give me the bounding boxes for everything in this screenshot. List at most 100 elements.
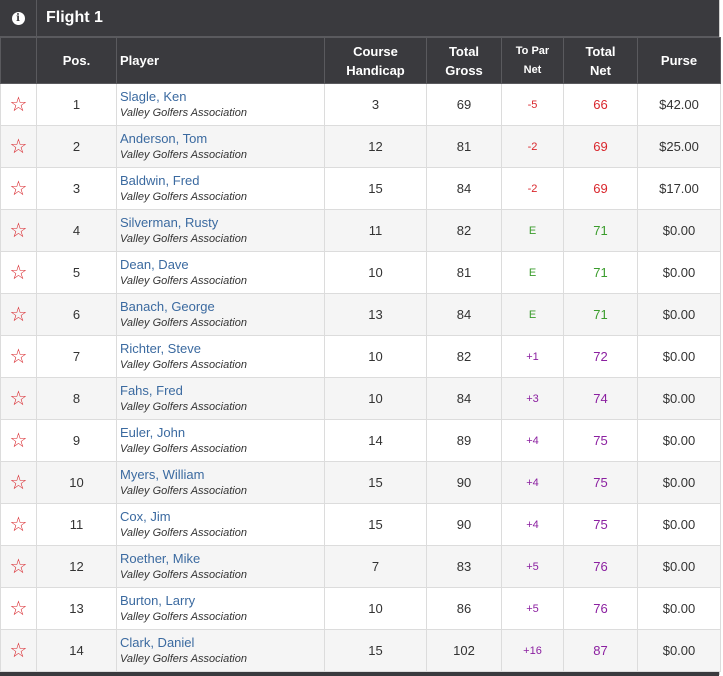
player-name-link[interactable]: Banach, George bbox=[120, 298, 215, 314]
purse-cell: $0.00 bbox=[637, 503, 721, 546]
course-handicap-cell: 15 bbox=[324, 503, 427, 546]
total-gross-cell: 83 bbox=[426, 545, 502, 588]
player-name-link[interactable]: Cox, Jim bbox=[120, 508, 171, 524]
header-total-gross-line2: Gross bbox=[445, 62, 483, 78]
table-row[interactable]: ☆ 2 Anderson, Tom Valley Golfers Associatio… bbox=[0, 125, 721, 168]
table-row[interactable]: ☆ 11 Cox, Jim Valley Golfers Association 15 9… bbox=[0, 503, 721, 546]
header-player[interactable]: Player bbox=[116, 37, 325, 84]
header-pos[interactable]: Pos. bbox=[36, 37, 117, 84]
pos-cell: 2 bbox=[36, 125, 117, 168]
player-name-link[interactable]: Myers, William bbox=[120, 466, 205, 482]
favorite-star-icon[interactable]: ☆ bbox=[0, 461, 37, 504]
table-row[interactable]: ☆ 12 Roether, Mike Valley Golfers Associati… bbox=[0, 545, 721, 588]
course-handicap-cell: 10 bbox=[324, 251, 427, 294]
pos-cell: 13 bbox=[36, 587, 117, 630]
total-net-cell: 72 bbox=[563, 335, 638, 378]
favorite-star-icon[interactable]: ☆ bbox=[0, 377, 37, 420]
favorite-star-icon[interactable]: ☆ bbox=[0, 419, 37, 462]
total-net-cell: 76 bbox=[563, 545, 638, 588]
table-row[interactable]: ☆ 4 Silverman, Rusty Valley Golfers Associa… bbox=[0, 209, 721, 252]
player-name-link[interactable]: Dean, Dave bbox=[120, 256, 189, 272]
course-handicap-cell: 10 bbox=[324, 587, 427, 630]
to-par-net-cell: +4 bbox=[501, 419, 564, 462]
course-handicap-cell: 13 bbox=[324, 293, 427, 336]
to-par-net-cell: +5 bbox=[501, 545, 564, 588]
table-row[interactable]: ☆ 10 Myers, William Valley Golfers Associat… bbox=[0, 461, 721, 504]
table-row[interactable]: ☆ 7 Richter, Steve Valley Golfers Associati… bbox=[0, 335, 721, 378]
player-name-link[interactable]: Richter, Steve bbox=[120, 340, 201, 356]
player-cell: Cox, Jim Valley Golfers Association bbox=[116, 503, 325, 546]
favorite-star-icon[interactable]: ☆ bbox=[0, 545, 37, 588]
header-to-par-net[interactable]: To Par Net bbox=[501, 37, 564, 84]
favorite-star-icon[interactable]: ☆ bbox=[0, 125, 37, 168]
to-par-net-cell: +3 bbox=[501, 377, 564, 420]
course-handicap-cell: 12 bbox=[324, 125, 427, 168]
table-row[interactable]: ☆ 14 Clark, Daniel Valley Golfers Associati… bbox=[0, 629, 721, 672]
pos-cell: 9 bbox=[36, 419, 117, 462]
header-total-gross[interactable]: Total Gross bbox=[426, 37, 502, 84]
player-name-link[interactable]: Baldwin, Fred bbox=[120, 172, 200, 188]
player-name-link[interactable]: Fahs, Fred bbox=[120, 382, 183, 398]
to-par-net-cell: +4 bbox=[501, 461, 564, 504]
favorite-star-icon[interactable]: ☆ bbox=[0, 209, 37, 252]
player-name-link[interactable]: Clark, Daniel bbox=[120, 634, 195, 650]
header-total-net[interactable]: Total Net bbox=[563, 37, 638, 84]
player-cell: Burton, Larry Valley Golfers Association bbox=[116, 587, 325, 630]
purse-cell: $0.00 bbox=[637, 461, 721, 504]
total-net-cell: 75 bbox=[563, 419, 638, 462]
table-row[interactable]: ☆ 6 Banach, George Valley Golfers Associati… bbox=[0, 293, 721, 336]
favorite-star-icon[interactable]: ☆ bbox=[0, 587, 37, 630]
favorite-star-icon[interactable]: ☆ bbox=[0, 167, 37, 210]
header-favorite bbox=[0, 37, 37, 84]
favorite-star-icon[interactable]: ☆ bbox=[0, 251, 37, 294]
purse-cell: $0.00 bbox=[637, 293, 721, 336]
header-row: Pos. Player Course Handicap Total Gross To… bbox=[0, 37, 721, 84]
total-net-cell: 71 bbox=[563, 209, 638, 252]
favorite-star-icon[interactable]: ☆ bbox=[0, 83, 37, 126]
player-association: Valley Golfers Association bbox=[120, 568, 247, 581]
player-name-link[interactable]: Roether, Mike bbox=[120, 550, 201, 566]
player-cell: Baldwin, Fred Valley Golfers Association bbox=[116, 167, 325, 210]
total-net-cell: 69 bbox=[563, 125, 638, 168]
table-row[interactable]: ☆ 3 Baldwin, Fred Valley Golfers Associatio… bbox=[0, 167, 721, 210]
course-handicap-cell: 15 bbox=[324, 461, 427, 504]
player-association: Valley Golfers Association bbox=[120, 106, 247, 119]
pos-cell: 6 bbox=[36, 293, 117, 336]
table-row[interactable]: ☆ 5 Dean, Dave Valley Golfers Association 10… bbox=[0, 251, 721, 294]
total-net-cell: 71 bbox=[563, 293, 638, 336]
purse-cell: $0.00 bbox=[637, 545, 721, 588]
total-gross-cell: 82 bbox=[426, 335, 502, 378]
player-association: Valley Golfers Association bbox=[120, 652, 247, 665]
player-name-link[interactable]: Silverman, Rusty bbox=[120, 214, 219, 230]
player-association: Valley Golfers Association bbox=[120, 148, 247, 161]
favorite-star-icon[interactable]: ☆ bbox=[0, 293, 37, 336]
header-purse[interactable]: Purse bbox=[637, 37, 721, 84]
total-net-cell: 66 bbox=[563, 83, 638, 126]
favorite-star-icon[interactable]: ☆ bbox=[0, 629, 37, 672]
to-par-net-cell: +5 bbox=[501, 587, 564, 630]
header-course-handicap[interactable]: Course Handicap bbox=[324, 37, 427, 84]
to-par-net-cell: +16 bbox=[501, 629, 564, 672]
player-name-link[interactable]: Euler, John bbox=[120, 424, 186, 440]
player-name-link[interactable]: Burton, Larry bbox=[120, 592, 196, 608]
player-association: Valley Golfers Association bbox=[120, 484, 247, 497]
table-row[interactable]: ☆ 8 Fahs, Fred Valley Golfers Association 10… bbox=[0, 377, 721, 420]
favorite-star-icon[interactable]: ☆ bbox=[0, 335, 37, 378]
favorite-star-icon[interactable]: ☆ bbox=[0, 503, 37, 546]
course-handicap-cell: 3 bbox=[324, 83, 427, 126]
player-name-link[interactable]: Anderson, Tom bbox=[120, 130, 208, 146]
table-row[interactable]: ☆ 13 Burton, Larry Valley Golfers Associati… bbox=[0, 587, 721, 630]
pos-cell: 8 bbox=[36, 377, 117, 420]
total-gross-cell: 84 bbox=[426, 293, 502, 336]
pos-cell: 12 bbox=[36, 545, 117, 588]
to-par-net-cell: +4 bbox=[501, 503, 564, 546]
table-row[interactable]: ☆ 1 Slagle, Ken Valley Golfers Association 3… bbox=[0, 83, 721, 126]
purse-cell: $0.00 bbox=[637, 251, 721, 294]
table-row[interactable]: ☆ 9 Euler, John Valley Golfers Association 1… bbox=[0, 419, 721, 462]
player-name-link[interactable]: Slagle, Ken bbox=[120, 88, 187, 104]
total-gross-cell: 89 bbox=[426, 419, 502, 462]
player-association: Valley Golfers Association bbox=[120, 610, 247, 623]
course-handicap-cell: 10 bbox=[324, 377, 427, 420]
purse-cell: $42.00 bbox=[637, 83, 721, 126]
info-button[interactable]: i bbox=[0, 0, 37, 36]
